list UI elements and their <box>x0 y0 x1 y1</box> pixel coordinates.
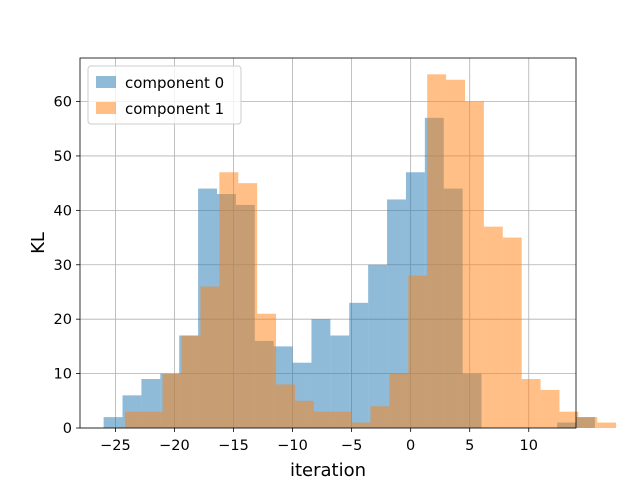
legend-swatch <box>96 76 116 88</box>
x-tick-label: 10 <box>520 438 538 454</box>
histogram-bar-series-0 <box>330 335 350 428</box>
histogram-bar-series-1 <box>540 389 560 428</box>
legend-swatch <box>96 102 116 114</box>
y-axis-label: KL <box>28 232 49 254</box>
y-tick-label: 60 <box>54 95 72 111</box>
histogram-bar-series-1 <box>446 79 465 428</box>
legend-label: component 1 <box>125 100 224 118</box>
x-tick-label: 5 <box>465 438 474 454</box>
histogram-bar-series-1 <box>276 384 295 428</box>
histogram-bar-series-1 <box>389 373 409 428</box>
histogram-bar-series-1 <box>408 275 428 428</box>
x-tick-label: −15 <box>218 438 249 454</box>
histogram-bar-series-0 <box>103 417 123 428</box>
histogram-bar-series-1 <box>143 411 163 428</box>
histogram-bar-series-0 <box>387 199 406 428</box>
y-tick-label: 0 <box>63 421 72 437</box>
histogram-bar-series-1 <box>559 411 579 428</box>
y-tick-label: 30 <box>54 258 72 274</box>
y-tick-label: 40 <box>54 203 72 219</box>
histogram-bars <box>103 74 617 429</box>
histogram-bar-series-1 <box>200 286 220 428</box>
x-tick-label: −25 <box>100 438 131 454</box>
histogram-bar-series-1 <box>578 417 598 428</box>
plot-frame <box>79 57 577 429</box>
histogram-bar-series-1 <box>219 172 239 428</box>
histogram-bar-series-1 <box>257 313 277 428</box>
histogram-bar-series-0 <box>349 302 369 428</box>
histogram-bar-series-1 <box>124 411 144 428</box>
histogram-bar-series-1 <box>502 237 522 428</box>
x-tick-label: −5 <box>341 438 362 454</box>
histogram-bar-series-0 <box>368 264 388 428</box>
x-tick-label: −10 <box>277 438 308 454</box>
histogram-bar-series-1 <box>597 422 617 428</box>
histogram-bar-series-1 <box>427 74 447 428</box>
histogram-bar-series-1 <box>521 379 541 428</box>
axes: −25 −20 −15 −10 −5 0 5 10 0 10 20 30 40 50 60 <box>54 57 577 454</box>
x-tick-label: 0 <box>406 438 415 454</box>
y-tick-label: 10 <box>54 367 72 383</box>
histogram-bar-series-1 <box>370 406 390 428</box>
histogram-bar-series-1 <box>294 400 314 428</box>
x-tick-label: −20 <box>159 438 190 454</box>
histogram-bar-series-1 <box>351 422 371 428</box>
legend-label: component 0 <box>125 74 224 92</box>
histogram-bar-series-1 <box>464 101 484 428</box>
histogram-bar-series-1 <box>181 335 201 428</box>
histogram-bar-series-1 <box>483 226 503 428</box>
legend: component 0 component 1 <box>87 65 242 125</box>
histogram-bar-series-1 <box>313 411 333 428</box>
histogram-bar-series-1 <box>238 183 258 428</box>
x-axis-label: iteration <box>290 460 366 480</box>
y-tick-label: 50 <box>54 149 72 165</box>
histogram-bar-series-0 <box>311 319 331 428</box>
legend-box <box>87 65 242 125</box>
histogram-bar-series-1 <box>162 373 182 428</box>
y-tick-label: 20 <box>54 312 72 328</box>
histogram-bar-series-1 <box>332 411 352 428</box>
